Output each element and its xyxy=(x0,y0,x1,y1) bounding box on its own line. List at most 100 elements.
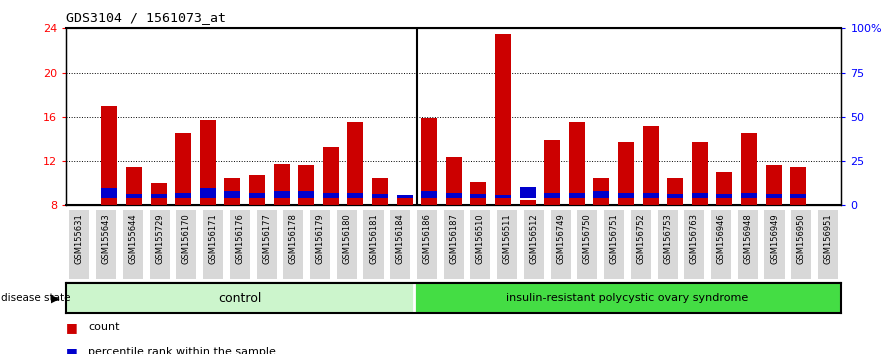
Text: GSM156948: GSM156948 xyxy=(744,213,752,264)
Bar xyxy=(642,193,658,198)
Text: GSM156512: GSM156512 xyxy=(529,213,538,264)
Bar xyxy=(692,142,707,205)
Bar xyxy=(225,192,241,198)
Text: GSM156179: GSM156179 xyxy=(315,213,324,264)
Text: GSM156186: GSM156186 xyxy=(423,213,432,264)
Bar xyxy=(667,178,683,205)
Text: GSM156950: GSM156950 xyxy=(796,213,806,264)
Text: GSM156184: GSM156184 xyxy=(396,213,404,264)
FancyBboxPatch shape xyxy=(70,210,90,279)
Bar xyxy=(101,188,117,198)
Text: GSM156511: GSM156511 xyxy=(503,213,512,264)
Bar xyxy=(298,192,315,198)
Bar xyxy=(322,193,338,198)
Text: GSM156763: GSM156763 xyxy=(690,213,699,264)
Bar xyxy=(716,172,732,205)
Bar xyxy=(347,122,363,205)
Text: GSM156180: GSM156180 xyxy=(343,213,352,264)
Bar xyxy=(520,200,536,205)
FancyBboxPatch shape xyxy=(204,210,223,279)
Bar xyxy=(766,166,781,205)
Text: disease state: disease state xyxy=(1,293,70,303)
FancyBboxPatch shape xyxy=(284,210,303,279)
FancyBboxPatch shape xyxy=(657,210,677,279)
Bar xyxy=(322,147,338,205)
Bar xyxy=(151,194,167,198)
FancyBboxPatch shape xyxy=(122,210,143,279)
Bar xyxy=(741,193,757,198)
FancyBboxPatch shape xyxy=(230,210,250,279)
FancyBboxPatch shape xyxy=(551,210,571,279)
Bar xyxy=(593,178,610,205)
Bar xyxy=(249,193,265,198)
Bar xyxy=(495,34,511,205)
Bar xyxy=(298,166,315,205)
Text: GDS3104 / 1561073_at: GDS3104 / 1561073_at xyxy=(66,11,226,24)
Bar xyxy=(569,193,585,198)
Text: GSM156170: GSM156170 xyxy=(181,213,191,264)
Bar xyxy=(446,156,462,205)
FancyBboxPatch shape xyxy=(390,210,411,279)
Bar xyxy=(101,106,117,205)
Text: GSM156946: GSM156946 xyxy=(716,213,726,264)
Bar xyxy=(790,167,806,205)
Text: GSM156750: GSM156750 xyxy=(583,213,592,264)
Text: GSM156752: GSM156752 xyxy=(636,213,646,264)
Text: percentile rank within the sample: percentile rank within the sample xyxy=(88,347,276,354)
Bar xyxy=(520,187,536,198)
Text: GSM156177: GSM156177 xyxy=(262,213,271,264)
FancyBboxPatch shape xyxy=(96,210,116,279)
FancyBboxPatch shape xyxy=(604,210,624,279)
Bar xyxy=(741,133,757,205)
Text: ■: ■ xyxy=(66,321,78,334)
Text: ■: ■ xyxy=(66,346,78,354)
FancyBboxPatch shape xyxy=(310,210,330,279)
Bar xyxy=(544,193,560,198)
Bar xyxy=(175,133,191,205)
FancyBboxPatch shape xyxy=(577,210,597,279)
Bar xyxy=(175,193,191,198)
Bar xyxy=(396,195,412,198)
Bar xyxy=(249,176,265,205)
FancyBboxPatch shape xyxy=(497,210,517,279)
FancyBboxPatch shape xyxy=(470,210,491,279)
Bar xyxy=(495,195,511,198)
Text: GSM156510: GSM156510 xyxy=(476,213,485,264)
FancyBboxPatch shape xyxy=(150,210,170,279)
Bar xyxy=(347,193,363,198)
Text: count: count xyxy=(88,322,120,332)
Bar xyxy=(716,194,732,198)
FancyBboxPatch shape xyxy=(685,210,704,279)
Text: GSM156749: GSM156749 xyxy=(556,213,565,264)
Text: GSM155631: GSM155631 xyxy=(75,213,84,264)
Text: insulin-resistant polycystic ovary syndrome: insulin-resistant polycystic ovary syndr… xyxy=(507,293,749,303)
Bar xyxy=(126,194,142,198)
Bar xyxy=(618,193,634,198)
Text: GSM155643: GSM155643 xyxy=(101,213,111,264)
FancyBboxPatch shape xyxy=(444,210,463,279)
Bar xyxy=(446,193,462,198)
Bar xyxy=(642,126,658,205)
Bar xyxy=(470,182,486,205)
FancyBboxPatch shape xyxy=(176,210,196,279)
Bar xyxy=(667,194,683,198)
Text: GSM156176: GSM156176 xyxy=(235,213,244,264)
FancyBboxPatch shape xyxy=(631,210,651,279)
FancyBboxPatch shape xyxy=(524,210,544,279)
Text: GSM156753: GSM156753 xyxy=(663,213,672,264)
Bar xyxy=(200,120,216,205)
Bar xyxy=(126,167,142,205)
FancyBboxPatch shape xyxy=(765,210,785,279)
Text: GSM155644: GSM155644 xyxy=(129,213,137,264)
Bar xyxy=(421,192,437,198)
Text: GSM156187: GSM156187 xyxy=(449,213,458,264)
FancyBboxPatch shape xyxy=(364,210,383,279)
Bar xyxy=(766,194,781,198)
FancyBboxPatch shape xyxy=(256,210,277,279)
Text: GSM156751: GSM156751 xyxy=(610,213,618,264)
FancyBboxPatch shape xyxy=(737,210,758,279)
Text: GSM155729: GSM155729 xyxy=(155,213,164,264)
Bar xyxy=(790,194,806,198)
Bar xyxy=(372,194,388,198)
Text: control: control xyxy=(218,292,262,305)
